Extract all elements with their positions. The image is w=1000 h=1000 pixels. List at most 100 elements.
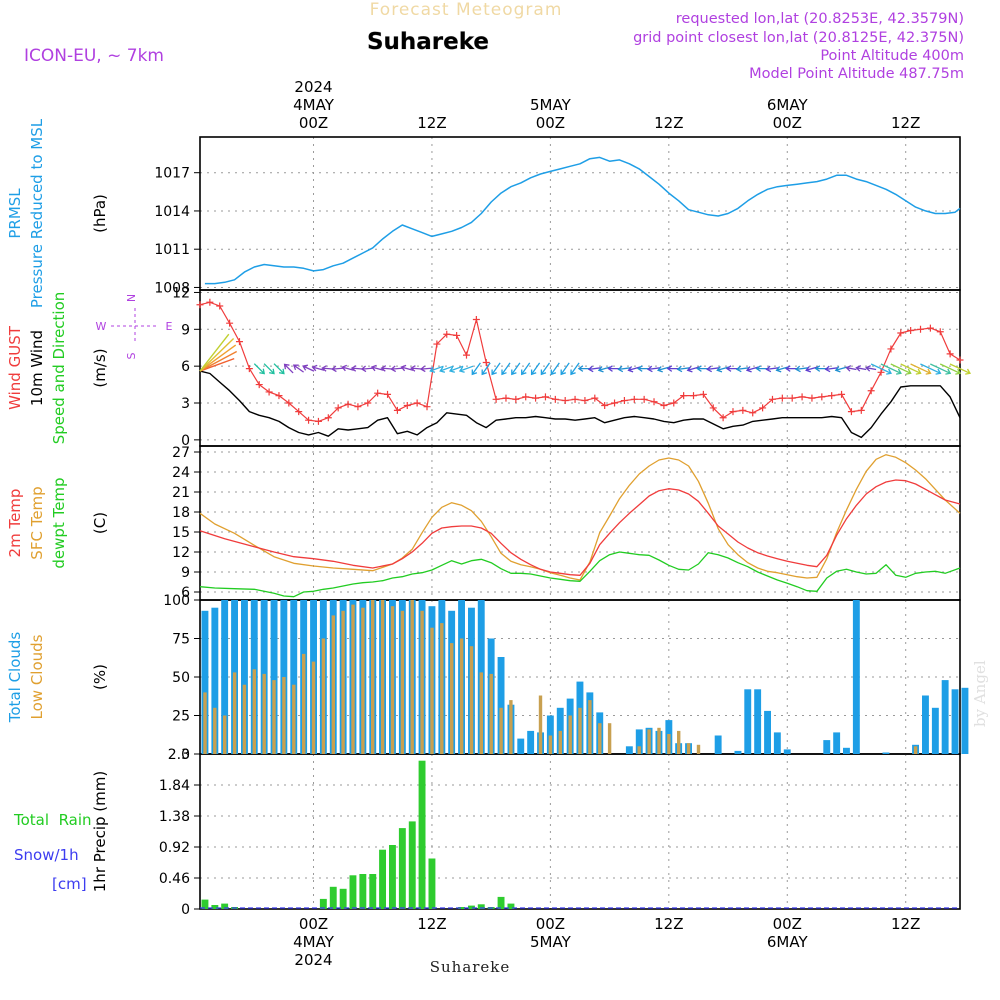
wind-direction-arrow	[360, 365, 374, 373]
panel-label: PRMSL	[6, 188, 24, 239]
wind-gust-point	[680, 392, 688, 400]
y-tick-label: 1.84	[159, 778, 190, 794]
wind-gust-point	[571, 395, 579, 403]
low-clouds-bar	[647, 729, 651, 754]
time-label-bottom: 12Z	[891, 915, 920, 933]
time-label-bottom: 00Z	[773, 915, 802, 933]
panel-unit: (C)	[91, 512, 109, 534]
time-label-top: 12Z	[654, 114, 683, 132]
y-tick-label: 6	[181, 359, 190, 375]
wind-direction-arrow	[910, 363, 932, 375]
y-tick-label: 27	[172, 445, 190, 461]
compass-west: W	[96, 320, 107, 333]
wind-gust-point	[936, 328, 944, 336]
wind-gust-point	[926, 324, 934, 332]
low-clouds-bar	[272, 680, 276, 754]
wind-direction-arrow	[550, 362, 560, 376]
y-tick-label: 1.38	[159, 809, 190, 825]
rain-bar	[418, 760, 426, 909]
wind-gust-point	[946, 350, 954, 358]
wind-gust-point	[384, 390, 392, 398]
wind-direction-arrow	[253, 363, 266, 375]
total-clouds-bar	[764, 710, 771, 754]
wind-direction-arrow	[834, 366, 848, 373]
low-clouds-bar	[410, 600, 414, 754]
wind-direction-arrow	[775, 366, 789, 373]
wind-gust-point	[887, 345, 895, 353]
rain-bar	[329, 886, 337, 909]
total-clouds-bar	[221, 600, 229, 754]
panel-label: Low Clouds	[28, 634, 46, 719]
compass-south: S	[125, 352, 138, 359]
rain-bar	[497, 896, 505, 909]
time-label-top: 4MAY	[293, 96, 335, 114]
panel-label: SFC Temp	[28, 486, 46, 559]
total-clouds-bar	[833, 732, 841, 754]
meteogram-title: Forecast Meteogram	[370, 0, 563, 20]
low-clouds-bar	[509, 700, 513, 754]
wind-gust-point	[670, 399, 678, 407]
total-clouds-bar	[951, 689, 959, 754]
panel-label: Speed and Direction	[50, 292, 68, 445]
wind-direction-arrow	[283, 363, 294, 374]
low-clouds-bar	[371, 600, 375, 754]
wind-direction-arrow	[570, 362, 580, 376]
y-tick-label: 9	[181, 322, 190, 338]
y-tick-label: 12	[172, 545, 190, 561]
wind-gust-point	[226, 319, 234, 327]
low-clouds-bar	[292, 684, 296, 754]
time-label-top: 12Z	[891, 114, 920, 132]
low-clouds-bar	[469, 646, 474, 754]
wind-direction-arrow	[560, 362, 570, 376]
wind-gust-point	[759, 404, 767, 412]
wind-gust-point	[551, 395, 559, 403]
wind-direction-arrow	[865, 365, 877, 372]
y-tick-label: 0	[181, 433, 190, 449]
wind-gust-point	[739, 406, 747, 414]
wind-direction-arrow	[735, 365, 749, 373]
rain-bar	[428, 858, 436, 909]
y-tick-label: 15	[172, 525, 190, 541]
y-tick-label: 9	[181, 565, 190, 581]
low-clouds-bar	[450, 643, 454, 754]
low-clouds-bar	[242, 684, 247, 754]
wind-gust-point	[532, 394, 540, 402]
wind-direction-arrow	[199, 333, 230, 372]
low-clouds-bar	[351, 604, 355, 754]
wind-gust-point	[512, 395, 520, 403]
wind-gust-point	[749, 409, 757, 417]
total-clouds-bar	[527, 730, 535, 754]
wind-direction-arrow	[341, 364, 354, 372]
credit-watermark: by Angel	[971, 660, 989, 727]
wind-gust-point	[690, 392, 698, 400]
y-tick-label: 2.3	[168, 747, 190, 763]
wind-direction-arrow	[199, 344, 237, 372]
low-clouds-bar	[696, 744, 701, 754]
rain-bar	[398, 828, 406, 909]
low-clouds-bar	[311, 661, 316, 754]
panel-label: 2m Temp	[6, 489, 24, 558]
wind-gust-point	[522, 393, 530, 401]
low-clouds-bar	[558, 730, 562, 754]
y-tick-label: 12	[172, 285, 190, 301]
compass-east: E	[166, 320, 173, 333]
wind-gust-point	[857, 406, 865, 414]
time-label-bottom: 2024	[294, 951, 332, 969]
time-label-bottom: 12Z	[417, 915, 446, 933]
compass-north: N	[125, 294, 138, 302]
wind-direction-arrow	[448, 365, 464, 373]
wind-gust-point	[314, 417, 322, 425]
total-clouds-bar	[290, 600, 298, 754]
low-clouds-bar	[637, 746, 641, 754]
low-clouds-bar	[538, 695, 543, 754]
total-clouds-bar	[517, 738, 525, 754]
low-clouds-bar	[252, 669, 256, 754]
wind-gust-point	[423, 403, 431, 411]
rain-bar	[369, 874, 377, 909]
rain-bar	[379, 849, 386, 909]
y-tick-label: 3	[181, 396, 190, 412]
wind-gust-point	[235, 338, 243, 346]
low-clouds-bar	[232, 672, 237, 754]
wind-gust-point	[729, 408, 737, 416]
low-clouds-bar	[657, 727, 661, 754]
